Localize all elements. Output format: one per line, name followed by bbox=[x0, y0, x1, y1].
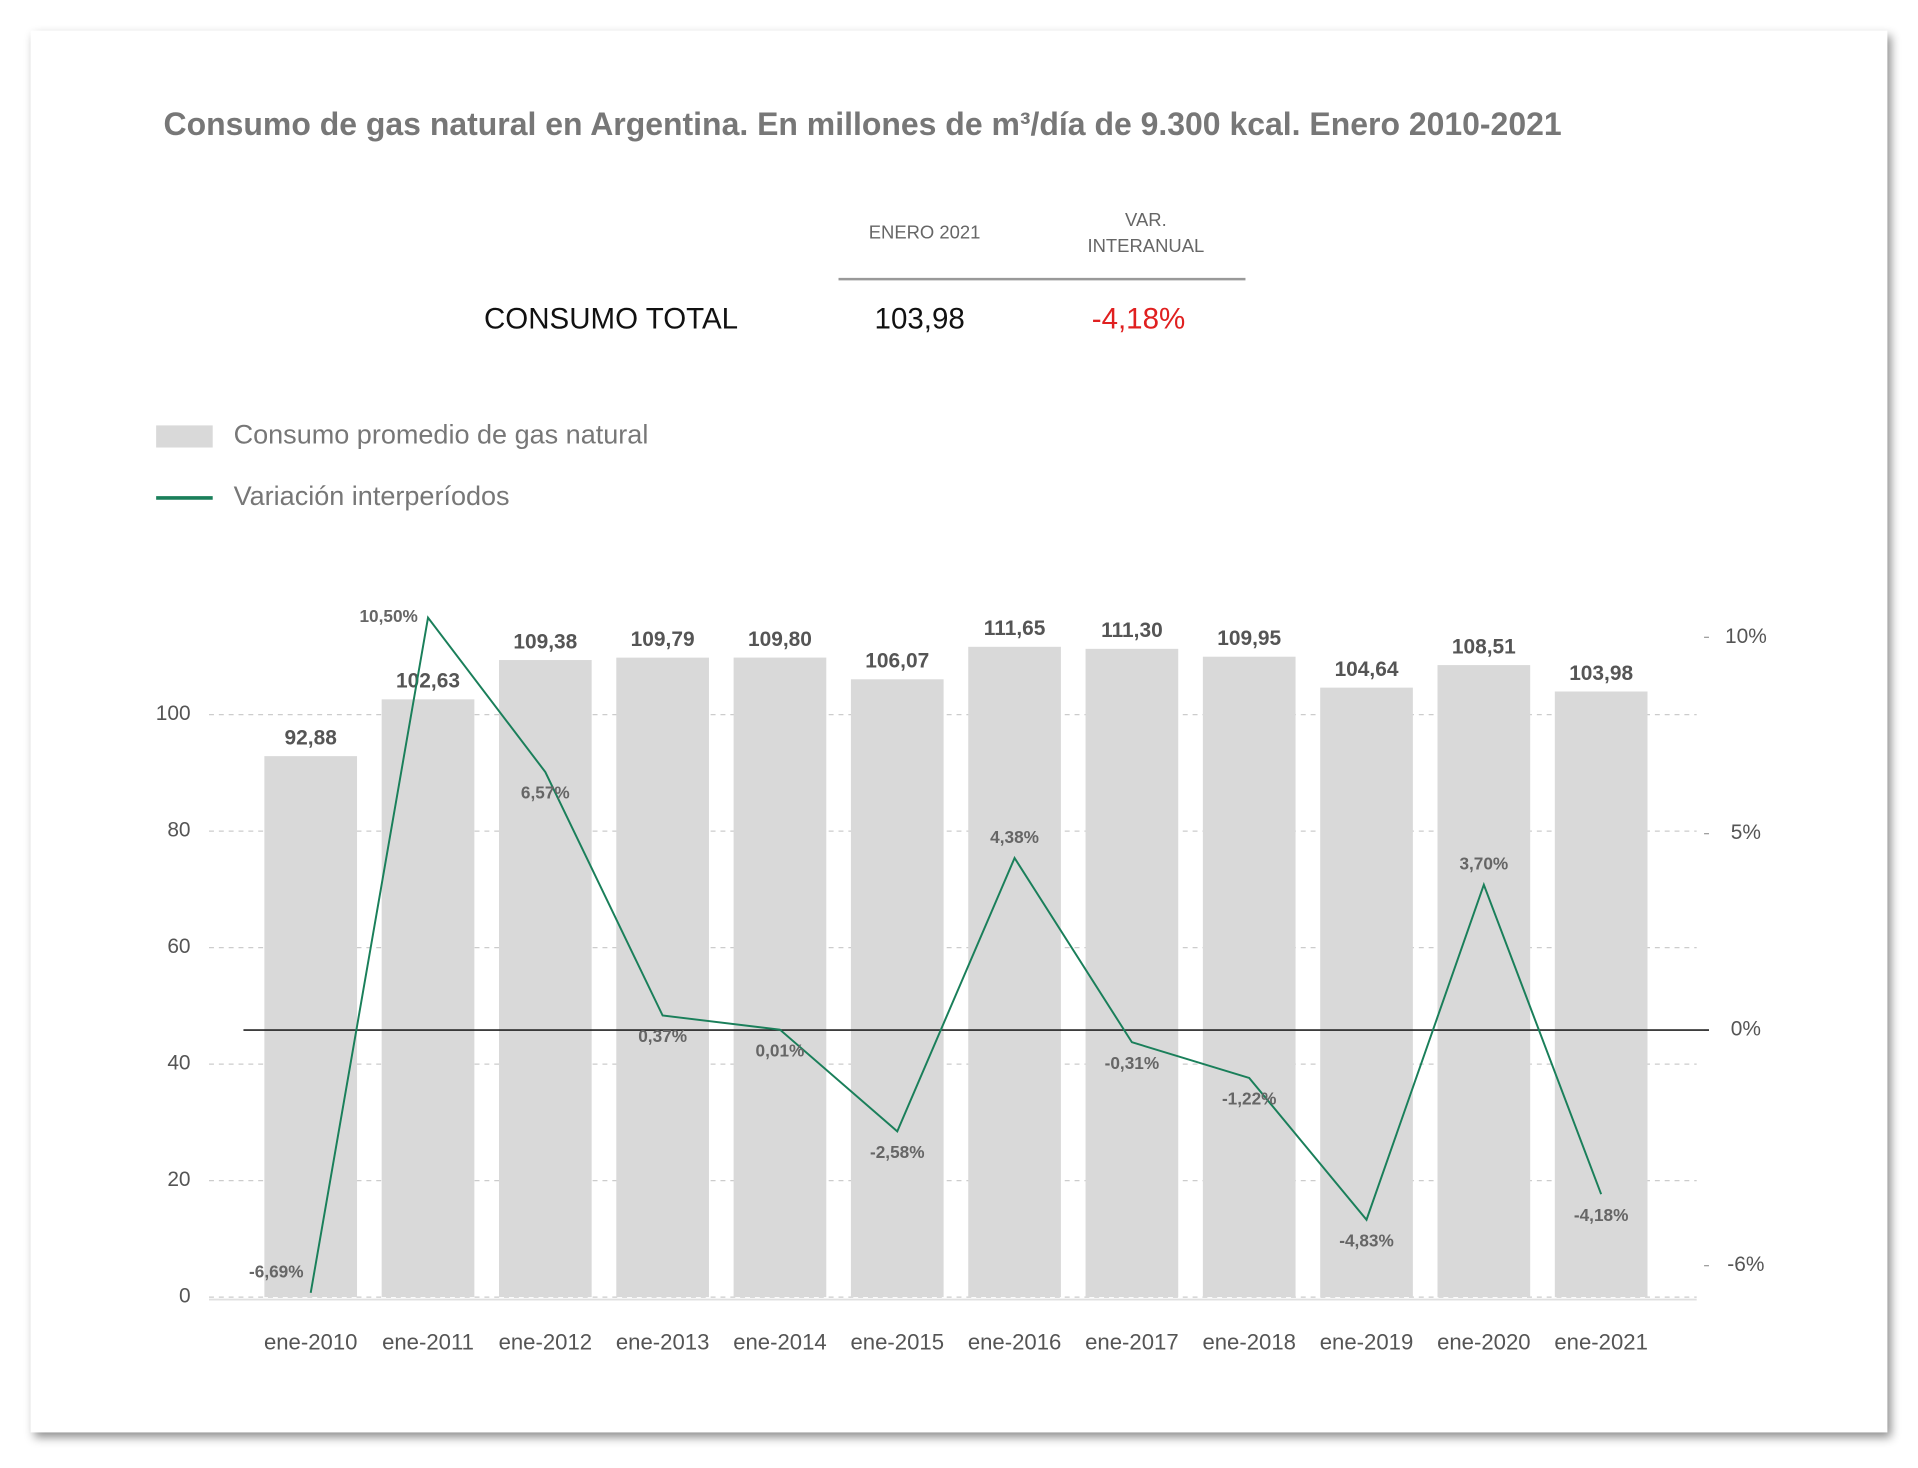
bar bbox=[1320, 687, 1413, 1298]
line-value-label: -4,18% bbox=[1574, 1205, 1629, 1225]
bar bbox=[1202, 656, 1296, 1298]
line-series bbox=[309, 615, 1603, 1293]
chart-title: Consumo de gas natural en Argentina. En … bbox=[164, 106, 1562, 142]
summary-header: INTERANUAL bbox=[1087, 235, 1204, 256]
bar-value-label: 92,88 bbox=[285, 726, 337, 749]
bar bbox=[381, 699, 475, 1298]
bar-value-label: 111,30 bbox=[1101, 619, 1163, 642]
x-tick-label: ene-2013 bbox=[616, 1330, 710, 1355]
summary-variation: -4,18% bbox=[1092, 303, 1185, 336]
bar-value-label: 109,79 bbox=[631, 628, 695, 651]
bar bbox=[968, 646, 1061, 1298]
bar-value-label: 102,63 bbox=[396, 670, 460, 693]
y2-tick-label: 5% bbox=[1731, 821, 1761, 844]
x-tick-label: ene-2016 bbox=[968, 1330, 1062, 1355]
summary-value: 103,98 bbox=[875, 303, 965, 336]
line-value-label: -1,22% bbox=[1222, 1089, 1277, 1109]
bar bbox=[498, 660, 592, 1298]
line-value-label: -6,69% bbox=[249, 1262, 304, 1282]
x-tick-label: ene-2010 bbox=[264, 1330, 358, 1355]
bar-value-label: 104,64 bbox=[1335, 658, 1399, 681]
line-value-label: -0,31% bbox=[1105, 1053, 1160, 1073]
y2-tick-label: -6% bbox=[1727, 1253, 1764, 1276]
x-tick-label: ene-2020 bbox=[1437, 1330, 1531, 1355]
x-tick-label: ene-2012 bbox=[499, 1330, 593, 1355]
line-value-label: 0,01% bbox=[756, 1040, 805, 1060]
x-tick-label: ene-2011 bbox=[382, 1330, 474, 1355]
x-tick-label: ene-2017 bbox=[1085, 1330, 1179, 1355]
bar bbox=[264, 756, 358, 1298]
y2-tick-label: 0% bbox=[1731, 1018, 1761, 1041]
bar-value-label: 111,65 bbox=[984, 617, 1046, 640]
line-value-label: 3,70% bbox=[1459, 854, 1508, 874]
line-value-label: 0,37% bbox=[638, 1026, 687, 1046]
y-tick-label: 20 bbox=[167, 1168, 190, 1191]
bar-value-label: 103,98 bbox=[1569, 662, 1633, 685]
line-value-label: -2,58% bbox=[870, 1142, 925, 1162]
legend-label: Variación interperíodos bbox=[234, 481, 510, 511]
x-tick-label: ene-2015 bbox=[851, 1330, 945, 1355]
x-tick-label: ene-2014 bbox=[733, 1330, 827, 1355]
bar bbox=[616, 657, 709, 1298]
y-tick-label: 100 bbox=[156, 702, 191, 725]
y-tick-label: 0 bbox=[179, 1285, 191, 1308]
x-tick-label: ene-2021 bbox=[1554, 1330, 1648, 1355]
line-value-label: 10,50% bbox=[359, 606, 417, 626]
bar bbox=[1554, 691, 1648, 1298]
bar-value-label: 109,95 bbox=[1217, 627, 1281, 650]
legend-swatch bbox=[156, 425, 213, 448]
bar-value-label: 109,38 bbox=[513, 630, 577, 653]
bar bbox=[1437, 665, 1531, 1298]
bar-value-label: 108,51 bbox=[1452, 635, 1516, 658]
y2-tick-label: 10% bbox=[1725, 625, 1767, 648]
summary-header: VAR. bbox=[1125, 209, 1167, 230]
bar-value-label: 109,80 bbox=[748, 628, 812, 651]
summary-label: CONSUMO TOTAL bbox=[484, 303, 738, 336]
bar bbox=[733, 657, 827, 1298]
line-value-label: 6,57% bbox=[521, 783, 570, 803]
y-tick-label: 60 bbox=[167, 935, 190, 958]
bar bbox=[850, 679, 944, 1298]
line-value-label: -4,83% bbox=[1339, 1230, 1394, 1250]
line-value-label: 4,38% bbox=[990, 827, 1039, 847]
x-tick-label: ene-2019 bbox=[1320, 1330, 1414, 1355]
y-tick-label: 80 bbox=[167, 819, 190, 842]
legend-label: Consumo promedio de gas natural bbox=[234, 420, 649, 450]
y-tick-label: 40 bbox=[167, 1052, 190, 1075]
bar-value-label: 106,07 bbox=[865, 650, 929, 673]
summary-header: ENERO 2021 bbox=[869, 221, 981, 242]
bar bbox=[1085, 648, 1179, 1298]
x-tick-label: ene-2018 bbox=[1202, 1330, 1296, 1355]
